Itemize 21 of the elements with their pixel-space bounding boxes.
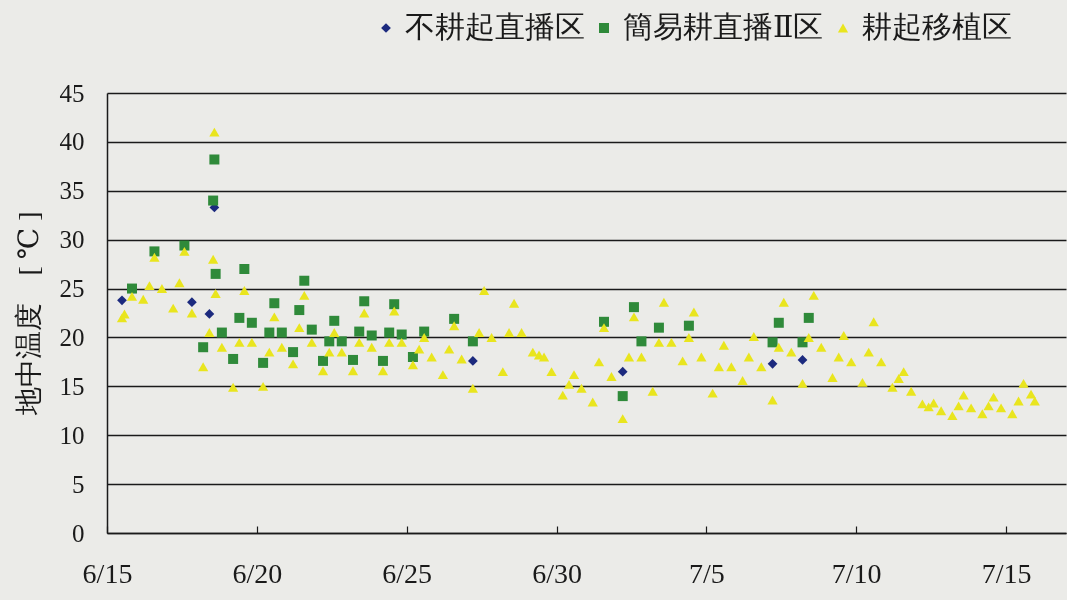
y-tick-label: 10 [59,421,85,449]
y-tick-label: 5 [72,470,85,498]
x-tick-label: 6/15 [82,557,133,589]
legend-label: 耕起移植区 [862,10,1012,43]
y-tick-label: 0 [72,519,85,547]
x-tick-label: 7/15 [981,557,1032,589]
y-tick-label: 45 [59,79,85,107]
y-tick-label: 25 [59,275,85,303]
x-tick-label: 6/30 [532,557,582,589]
legend-label: 簡易耕直播Ⅱ区 [623,10,824,43]
legend-label: 不耕起直播区 [405,10,585,43]
y-tick-label: 30 [59,226,85,254]
y-axis-title: 地中温度 [ ℃ ] [12,211,44,417]
y-tick-label: 15 [59,372,85,400]
y-tick-label: 20 [59,323,85,351]
x-tick-label: 6/20 [232,557,283,589]
x-tick-label: 7/10 [831,557,882,589]
x-tick-label: 7/5 [688,557,725,589]
x-tick-label: 6/25 [382,557,433,589]
y-tick-label: 35 [59,177,85,205]
y-tick-label: 40 [59,128,85,156]
